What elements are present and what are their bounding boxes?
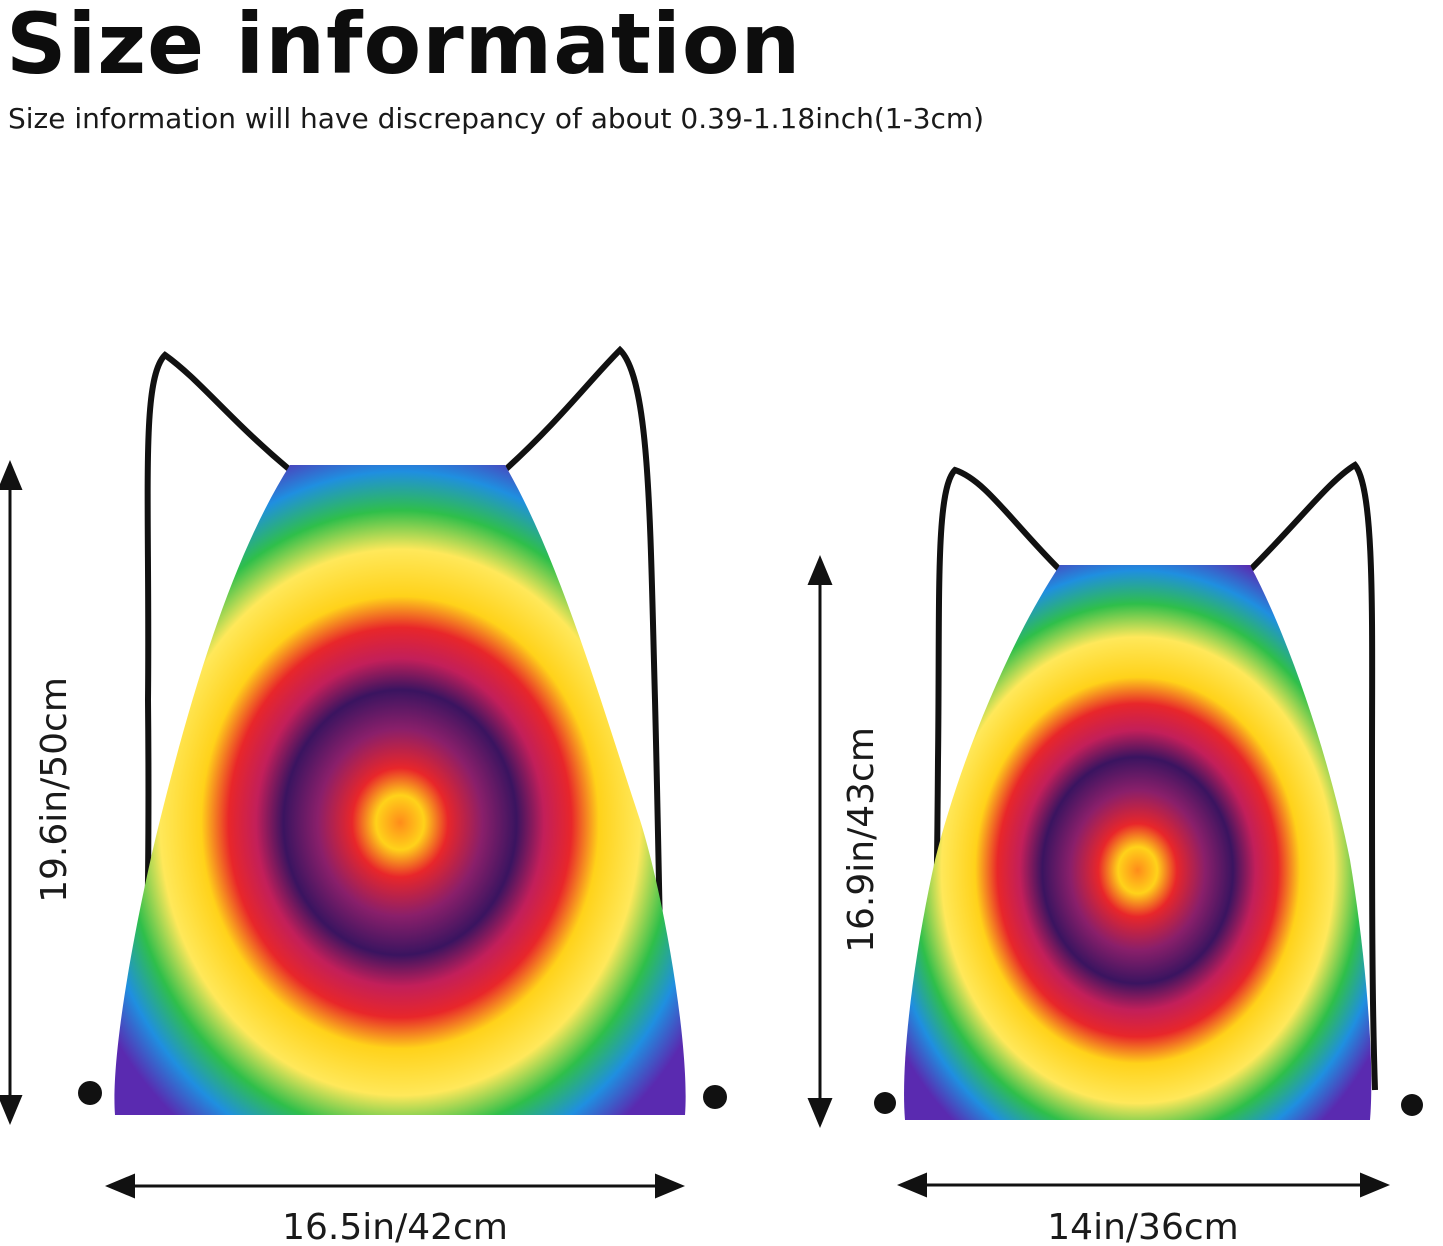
large-bag: [78, 345, 727, 1115]
large-bag-right-knot: [703, 1085, 727, 1109]
small-height-label: 16.9in/43cm: [841, 727, 882, 953]
small-width-label: 14in/36cm: [1047, 1207, 1238, 1246]
small-bag-right-knot: [1401, 1094, 1423, 1116]
page-title: Size information: [6, 0, 802, 93]
small-bag-right-cord: [1247, 461, 1378, 1091]
large-bag-body: [114, 465, 686, 1115]
large-width-label: 16.5in/42cm: [282, 1207, 508, 1246]
large-bag-left-knot: [78, 1081, 102, 1105]
small-bag-body: [904, 565, 1372, 1120]
large-height-label: 19.6in/50cm: [34, 677, 75, 903]
small-bag-left-knot: [874, 1092, 896, 1114]
small-bag: [874, 461, 1423, 1120]
size-discrepancy-note: Size information will have discrepancy o…: [8, 102, 985, 135]
